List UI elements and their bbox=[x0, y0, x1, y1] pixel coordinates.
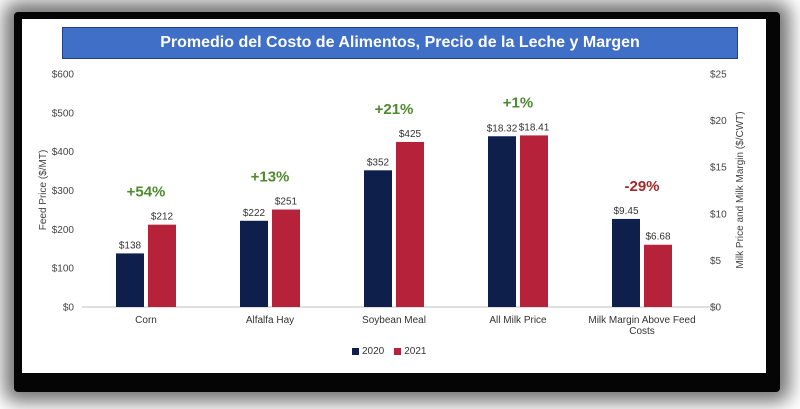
y-right-tick-label: $10 bbox=[710, 209, 727, 220]
bar-2021-3 bbox=[520, 135, 548, 307]
change-percent-label: +1% bbox=[503, 94, 533, 111]
bar-2021-0 bbox=[148, 224, 176, 307]
bar-2021-4 bbox=[644, 244, 672, 307]
y-right-tick-label: $5 bbox=[710, 256, 722, 267]
legend-item-2020: 2020 bbox=[352, 346, 384, 357]
bar-value-label: $18.41 bbox=[519, 122, 550, 133]
legend: 2020 2021 bbox=[352, 346, 427, 357]
legend-swatch-2021 bbox=[394, 348, 402, 355]
y-right-tick-label: $15 bbox=[710, 163, 727, 174]
chart-card bbox=[22, 19, 766, 373]
bar-2021-2 bbox=[396, 141, 424, 307]
y-right-tick-label: $25 bbox=[710, 70, 727, 81]
bar-2021-1 bbox=[272, 209, 300, 307]
chart-title: Promedio del Costo de Alimentos, Precio … bbox=[62, 27, 738, 59]
y-left-tick-label: $400 bbox=[52, 147, 75, 158]
change-percent-label: -29% bbox=[624, 178, 659, 195]
category-label: Milk Margin Above Feed Costs bbox=[588, 315, 695, 337]
category-label: Corn bbox=[135, 315, 157, 326]
y-left-axis-title: Feed Price ($/MT) bbox=[38, 150, 49, 231]
legend-swatch-2020 bbox=[352, 348, 359, 355]
category-label: Soybean Meal bbox=[362, 315, 426, 326]
category-label: Alfalfa Hay bbox=[246, 315, 294, 326]
bar-value-label: $9.45 bbox=[613, 206, 638, 217]
legend-label-2020: 2020 bbox=[362, 346, 385, 357]
bar-value-label: $18.32 bbox=[487, 123, 518, 134]
bar-2020-2 bbox=[364, 170, 392, 307]
bar-value-label: $251 bbox=[275, 197, 298, 208]
legend-label-2021: 2021 bbox=[404, 346, 427, 357]
y-left-tick-label: $0 bbox=[63, 303, 75, 314]
change-percent-label: +54% bbox=[127, 184, 166, 201]
y-left-tick-label: $100 bbox=[52, 264, 75, 275]
y-right-axis-title: Milk Price and Milk Margin ($/CWT) bbox=[735, 111, 746, 268]
bar-value-label: $425 bbox=[399, 129, 422, 140]
bar-2020-1 bbox=[240, 220, 268, 307]
y-left-tick-label: $200 bbox=[52, 225, 75, 236]
bar-2020-0 bbox=[116, 253, 144, 307]
y-right-tick-label: $20 bbox=[710, 116, 727, 127]
change-percent-label: +13% bbox=[251, 169, 290, 186]
change-percent-label: +21% bbox=[375, 101, 414, 118]
category-label: All Milk Price bbox=[489, 315, 547, 326]
y-left-tick-label: $300 bbox=[52, 186, 75, 197]
y-left-tick-label: $500 bbox=[52, 108, 75, 119]
bar-value-label: $212 bbox=[151, 212, 174, 223]
bar-value-label: $6.68 bbox=[645, 232, 670, 243]
bar-value-label: $352 bbox=[367, 157, 390, 168]
bar-value-label: $138 bbox=[119, 240, 142, 251]
bar-value-label: $222 bbox=[243, 208, 266, 219]
y-left-tick-label: $600 bbox=[52, 70, 75, 81]
bar-2020-3 bbox=[488, 136, 516, 307]
legend-item-2021: 2021 bbox=[394, 346, 427, 357]
bar-2020-4 bbox=[612, 218, 640, 307]
y-right-tick-label: $0 bbox=[710, 303, 722, 314]
